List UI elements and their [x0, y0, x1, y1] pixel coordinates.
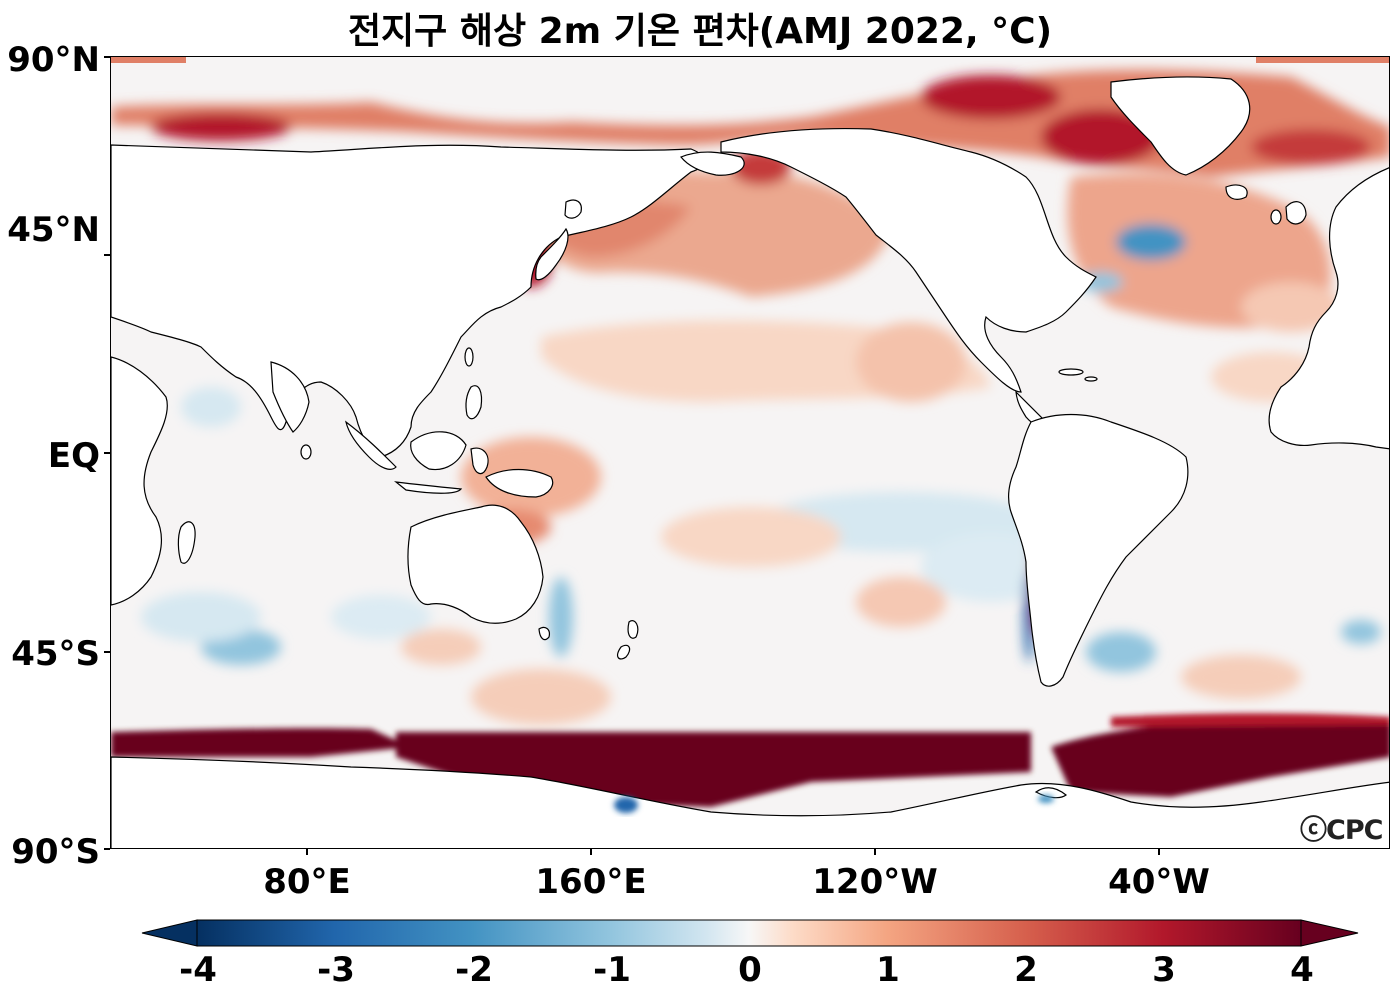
map-canvas — [111, 57, 1389, 848]
colorbar-extend-min — [141, 919, 198, 947]
lat-label-45s: 45°S — [11, 634, 100, 674]
lon-label-40w: 40°W — [1108, 862, 1210, 902]
lon-label-80e: 80°E — [263, 862, 351, 902]
colorbar-tick: 1 — [876, 950, 900, 990]
lat-tick — [104, 848, 110, 850]
colorbar-tick: -1 — [593, 950, 631, 990]
cpc-watermark: ⓒCPC — [1300, 815, 1383, 846]
lat-tick — [104, 452, 110, 454]
lat-label-90n: 90°N — [7, 40, 100, 80]
colorbar — [140, 918, 1360, 948]
colorbar-tick: -2 — [455, 950, 493, 990]
map-title: 전지구 해상 2m 기온 편차(AMJ 2022, °C) — [347, 11, 1053, 52]
lon-tick — [306, 849, 308, 855]
lat-label-45n: 45°N — [7, 210, 100, 250]
anomaly-map — [110, 56, 1390, 849]
lon-tick — [590, 849, 592, 855]
land-masses — [111, 76, 1389, 848]
lon-label-120w: 120°W — [812, 862, 938, 902]
lat-label-90s: 90°S — [11, 832, 100, 872]
arctic-stripe-west — [111, 57, 186, 63]
colorbar-tick: 2 — [1014, 950, 1038, 990]
colorbar-tick: -4 — [179, 950, 217, 990]
colorbar-tick: 3 — [1152, 950, 1176, 990]
lon-tick — [874, 849, 876, 855]
lon-label-160e: 160°E — [535, 862, 647, 902]
ross-sea-patch — [614, 795, 1054, 813]
colorbar-tick: 4 — [1290, 950, 1314, 990]
colorbar-graphic — [141, 919, 1359, 947]
colorbar-extend-max — [1300, 919, 1359, 947]
lat-tick — [104, 56, 110, 58]
colorbar-gradient — [196, 919, 1302, 947]
arctic-stripe-east — [1256, 57, 1389, 63]
lat-tick — [104, 254, 110, 256]
colorbar-tick: -3 — [317, 950, 355, 990]
colorbar-tick: 0 — [738, 950, 762, 990]
lon-tick — [1158, 849, 1160, 855]
lat-tick — [104, 651, 110, 653]
lat-label-eq: EQ — [47, 436, 100, 476]
